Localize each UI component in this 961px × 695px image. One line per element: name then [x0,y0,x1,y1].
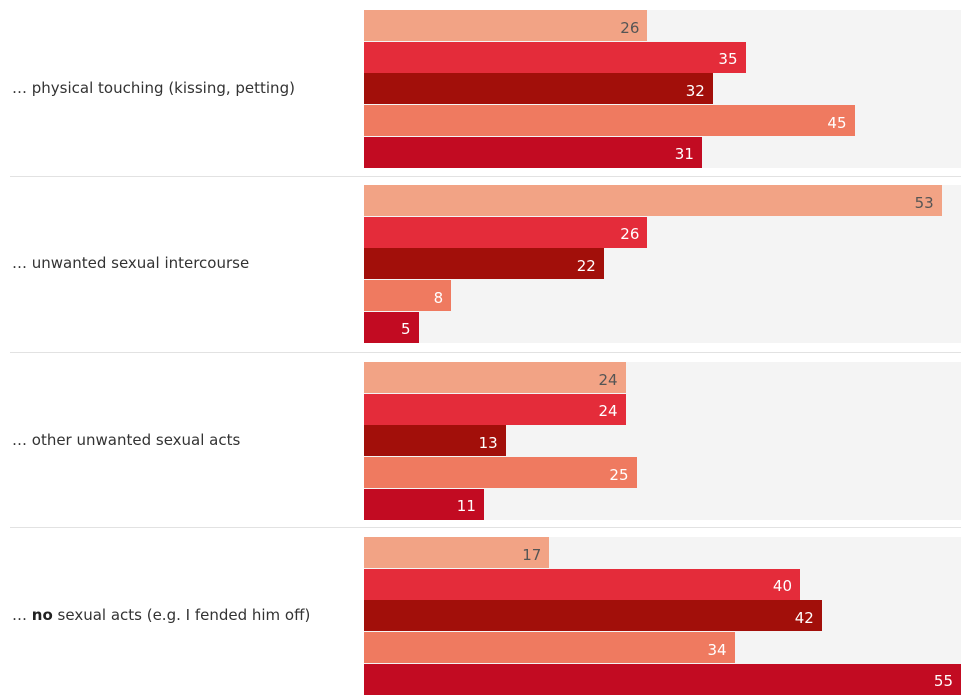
bar [364,568,800,600]
category-label: … unwanted sexual intercourse [12,254,357,272]
bar [364,632,735,664]
bar [364,41,746,73]
data-label: 34 [707,640,727,659]
data-label: 22 [576,256,596,275]
group-divider [10,527,961,528]
category-label-suffix: sexual acts (e.g. I fended him off) [52,606,311,624]
category-label-prefix: … physical touching (kissing, petting) [12,79,295,97]
bar [364,457,637,489]
data-label: 53 [914,193,934,212]
group-divider [10,176,961,177]
bar [364,488,484,520]
data-label: 35 [718,50,738,69]
data-label: 8 [433,288,444,307]
data-label: 11 [456,497,476,516]
bar [364,537,550,568]
category-label-prefix: … [12,606,32,624]
data-label: 32 [685,81,705,100]
category-label: … physical touching (kissing, petting) [12,79,357,97]
category-label: … no sexual acts (e.g. I fended him off) [12,606,357,624]
data-label: 40 [772,577,792,596]
group-divider [10,352,961,353]
category-label: … other unwanted sexual acts [12,431,357,449]
bar [364,663,961,695]
category-label-prefix: … unwanted sexual intercourse [12,254,250,272]
data-label: 31 [674,145,694,164]
data-label: 45 [827,113,847,132]
bar [364,216,648,248]
data-label: 26 [620,225,640,244]
data-label: 5 [400,320,411,339]
data-label: 26 [620,18,640,37]
data-label: 25 [609,465,629,484]
bar [364,136,702,168]
bar [364,185,942,216]
bar [364,311,419,343]
data-label: 13 [478,433,498,452]
data-label: 24 [598,402,618,421]
bar [364,105,855,137]
bar [364,248,604,280]
category-label-prefix: … other unwanted sexual acts [12,431,241,449]
data-label: 24 [598,370,618,389]
bar [364,73,713,105]
bar [364,10,648,41]
bar [364,425,506,457]
category-label-emphasis: no [31,606,53,624]
bar [364,600,822,632]
data-label: 55 [933,672,953,691]
data-label: 17 [522,545,542,564]
data-label: 42 [794,608,814,627]
bar [364,280,452,312]
bar [364,362,626,393]
bar [364,393,626,425]
